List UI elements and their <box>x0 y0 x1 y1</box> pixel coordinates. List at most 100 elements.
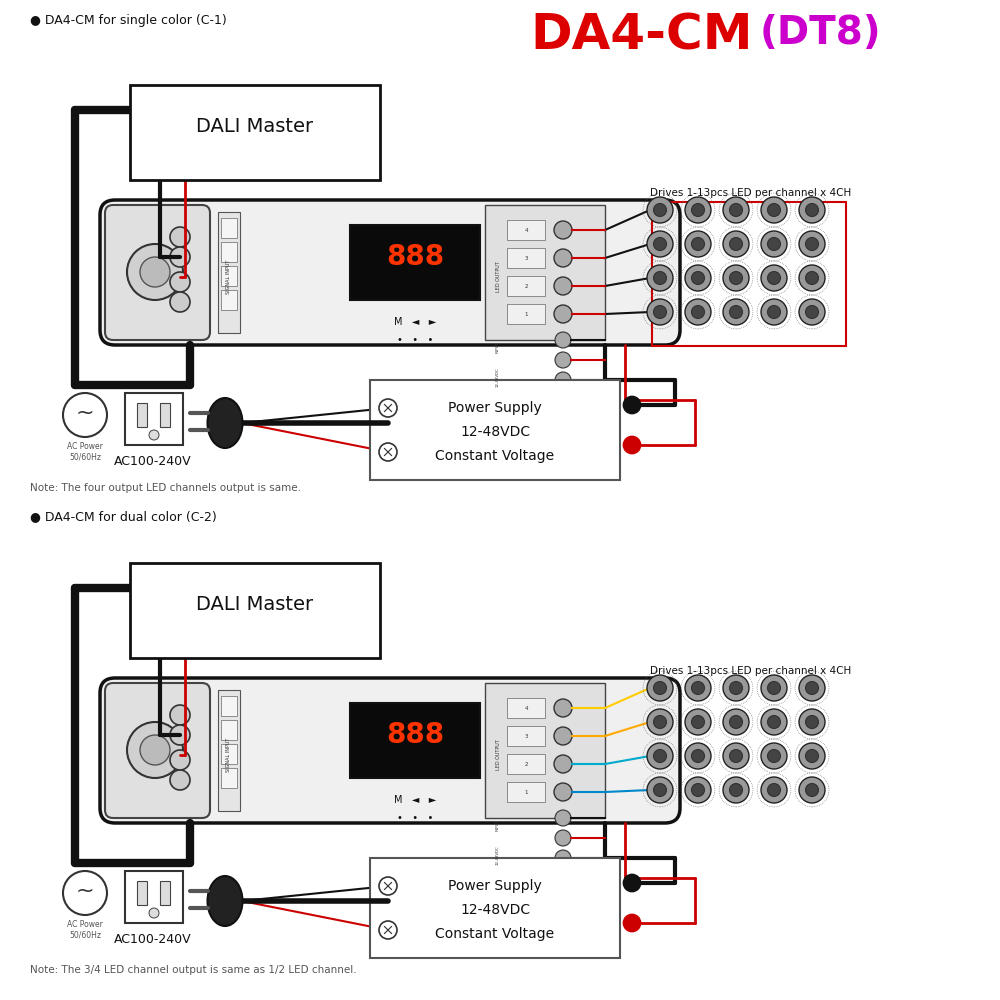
Text: Constant Voltage: Constant Voltage <box>435 449 555 463</box>
Circle shape <box>806 306 818 318</box>
Bar <box>160 403 170 427</box>
Circle shape <box>761 777 787 803</box>
Circle shape <box>685 743 711 769</box>
Circle shape <box>555 850 571 866</box>
Circle shape <box>799 743 825 769</box>
Circle shape <box>685 675 711 701</box>
Text: 888: 888 <box>386 243 444 271</box>
Circle shape <box>127 722 183 778</box>
Bar <box>485 205 605 340</box>
Circle shape <box>170 705 190 725</box>
Circle shape <box>685 265 711 291</box>
Circle shape <box>554 249 572 267</box>
Bar <box>652 202 846 346</box>
Bar <box>507 220 545 240</box>
Circle shape <box>730 716 742 728</box>
Circle shape <box>730 306 742 318</box>
Circle shape <box>170 725 190 745</box>
Circle shape <box>647 197 673 223</box>
Bar <box>137 881 147 905</box>
Bar <box>130 85 380 180</box>
Text: Note: The four output LED channels output is same.: Note: The four output LED channels outpu… <box>30 483 301 493</box>
Bar <box>130 563 380 658</box>
Circle shape <box>647 231 673 257</box>
Circle shape <box>685 231 711 257</box>
Circle shape <box>149 908 159 918</box>
Circle shape <box>654 682 666 694</box>
FancyBboxPatch shape <box>100 200 680 345</box>
Text: Note: The 3/4 LED channel output is same as 1/2 LED channel.: Note: The 3/4 LED channel output is same… <box>30 965 357 975</box>
Circle shape <box>723 265 749 291</box>
Circle shape <box>654 750 666 762</box>
Bar <box>221 744 237 764</box>
Circle shape <box>723 777 749 803</box>
Bar <box>125 393 183 445</box>
Circle shape <box>768 682 780 694</box>
Text: 3: 3 <box>524 255 528 260</box>
Circle shape <box>723 299 749 325</box>
Ellipse shape <box>208 398 242 448</box>
Circle shape <box>654 204 666 217</box>
Bar <box>507 304 545 324</box>
Bar <box>507 754 545 774</box>
Circle shape <box>554 783 572 801</box>
Circle shape <box>647 743 673 769</box>
Text: INPUT: INPUT <box>496 819 500 831</box>
FancyBboxPatch shape <box>105 205 210 340</box>
Circle shape <box>170 247 190 267</box>
Circle shape <box>554 755 572 773</box>
Circle shape <box>768 237 780 250</box>
Circle shape <box>654 237 666 250</box>
Circle shape <box>379 443 397 461</box>
Circle shape <box>685 299 711 325</box>
Bar <box>218 212 240 333</box>
Circle shape <box>692 750 704 762</box>
Text: ~: ~ <box>76 403 94 423</box>
Bar <box>221 266 237 286</box>
Circle shape <box>127 244 183 300</box>
Text: INPUT: INPUT <box>496 341 500 353</box>
Bar <box>221 242 237 262</box>
Circle shape <box>730 682 742 694</box>
Bar <box>507 248 545 268</box>
Text: Drives 1-13pcs LED per channel x 4CH: Drives 1-13pcs LED per channel x 4CH <box>650 188 851 198</box>
Text: AC100-240V: AC100-240V <box>114 455 192 468</box>
Circle shape <box>654 716 666 728</box>
Bar <box>507 726 545 746</box>
Circle shape <box>761 299 787 325</box>
Circle shape <box>554 305 572 323</box>
Circle shape <box>806 784 818 796</box>
Circle shape <box>647 709 673 735</box>
Ellipse shape <box>208 876 242 926</box>
Text: AC Power
50/60Hz: AC Power 50/60Hz <box>67 442 103 461</box>
Text: LED OUTPUT: LED OUTPUT <box>496 740 501 770</box>
Circle shape <box>768 750 780 762</box>
Circle shape <box>806 271 818 284</box>
Circle shape <box>140 257 170 287</box>
Bar <box>221 218 237 238</box>
Circle shape <box>647 675 673 701</box>
Circle shape <box>170 272 190 292</box>
Text: •   •   •: • • • <box>397 335 433 345</box>
Text: 888: 888 <box>386 721 444 749</box>
Circle shape <box>170 750 190 770</box>
Circle shape <box>149 430 159 440</box>
Circle shape <box>554 277 572 295</box>
Circle shape <box>692 271 704 284</box>
Circle shape <box>555 810 571 826</box>
Text: Drives 1-13pcs LED per channel x 4CH: Drives 1-13pcs LED per channel x 4CH <box>650 666 851 676</box>
Circle shape <box>555 372 571 388</box>
Circle shape <box>799 197 825 223</box>
Circle shape <box>692 716 704 728</box>
Text: AC Power
50/60Hz: AC Power 50/60Hz <box>67 920 103 939</box>
Circle shape <box>761 231 787 257</box>
Circle shape <box>685 197 711 223</box>
Text: AC100-240V: AC100-240V <box>114 933 192 946</box>
Circle shape <box>170 292 190 312</box>
Circle shape <box>761 197 787 223</box>
Circle shape <box>768 784 780 796</box>
Text: 1: 1 <box>524 312 528 316</box>
Bar <box>485 683 605 818</box>
Bar <box>125 871 183 923</box>
Circle shape <box>723 675 749 701</box>
